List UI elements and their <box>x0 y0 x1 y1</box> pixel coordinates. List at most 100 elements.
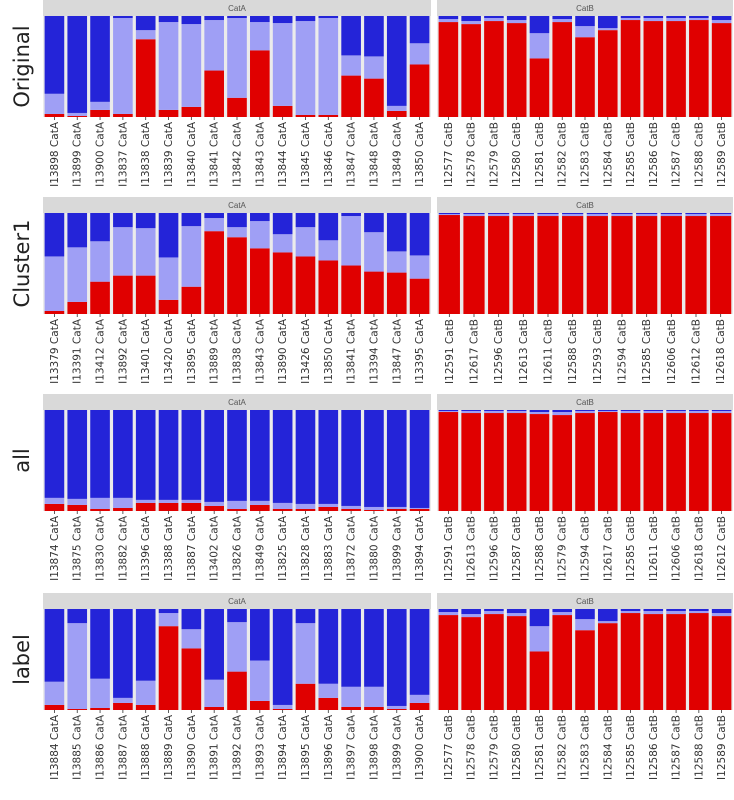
stacked-bar: I13898 CatA <box>44 16 65 187</box>
facet-row-label: label CatA I13884 CatA I13885 CatA I13886 Ca… <box>10 593 733 780</box>
bar-segment-red <box>364 509 384 511</box>
bar-segment-blue <box>181 410 202 500</box>
bar-segment-blue <box>295 410 316 504</box>
x-tick-label: I12588 CatB <box>693 715 705 780</box>
x-tick-label: I13844 CatA <box>277 121 289 187</box>
stacked-bar: I13892 CatA <box>227 609 247 780</box>
x-tick-label: I12580 CatB <box>511 122 523 187</box>
bar-segment-red <box>341 706 361 710</box>
bar-segment-red <box>484 614 504 710</box>
bar-segment-light <box>44 681 65 705</box>
bar-segment-red <box>341 75 361 117</box>
bar-segment-blue <box>666 16 686 19</box>
bar-segment-light <box>409 255 430 279</box>
bar-segment-light <box>552 19 573 23</box>
bar-segment-light <box>44 93 65 114</box>
stacked-bar: I13843 CatA <box>250 16 270 187</box>
bar-segment-blue <box>44 410 65 498</box>
bar-segment-red <box>575 630 595 710</box>
bar-segment-red <box>386 272 407 314</box>
x-tick-label: I13886 CatA <box>95 714 107 780</box>
stacked-bar: I12589 CatB <box>711 16 732 187</box>
bar-segment-light <box>227 622 247 672</box>
bar-segment-blue <box>597 410 618 412</box>
stacked-bar: I12584 CatB <box>597 16 618 187</box>
bar-segment-blue <box>158 213 179 258</box>
stacked-bar: I13897 CatA <box>341 609 361 780</box>
x-tick-label: I12579 CatB <box>557 516 569 581</box>
bar-segment-light <box>364 686 384 707</box>
bar-segment-light <box>575 411 595 414</box>
facet-strip <box>437 593 733 609</box>
bar-segment-light <box>341 686 361 707</box>
bar-segment-light <box>67 498 88 505</box>
bar-segment-light <box>620 411 641 414</box>
bar-segment-blue <box>461 410 481 412</box>
bar-segment-light <box>586 214 608 217</box>
bar-segment-blue <box>643 609 664 612</box>
bar-segment-red <box>461 24 481 117</box>
bar-segment-blue <box>438 609 459 613</box>
bar-segment-blue <box>636 213 658 215</box>
bar-segment-light <box>158 613 179 627</box>
bar-segment-red <box>158 502 179 511</box>
bar-segment-blue <box>227 16 247 19</box>
x-tick-label: I13895 CatA <box>300 714 312 780</box>
stacked-bar: I12611 CatB <box>537 213 559 384</box>
bar-segment-red <box>272 105 293 117</box>
x-tick-label: I13885 CatA <box>72 714 84 780</box>
bar-segment-red <box>250 50 270 118</box>
x-tick-label: I13888 CatA <box>140 714 152 780</box>
bar-segment-red <box>537 216 559 314</box>
facet-strip <box>437 0 733 16</box>
bar-segment-blue <box>341 213 361 217</box>
bar-segment-blue <box>666 609 686 612</box>
bar-segment-blue <box>295 609 316 624</box>
x-tick-label: I13889 CatA <box>163 714 175 780</box>
bar-segment-red <box>67 301 88 314</box>
x-tick-label: I12578 CatB <box>466 122 478 187</box>
x-tick-label: I13895 CatA <box>186 318 198 384</box>
bar-segment-light <box>597 621 618 624</box>
x-tick-label: I13396 CatA <box>140 515 152 581</box>
stacked-bar: I12606 CatB <box>660 213 682 384</box>
bar-segment-blue <box>204 410 224 502</box>
stacked-bar: I13828 CatA <box>295 410 316 581</box>
bar-segment-blue <box>44 16 65 94</box>
stacked-bar: I13894 CatA <box>272 609 293 780</box>
x-tick-label: I13884 CatA <box>49 714 61 780</box>
bar-segment-light <box>611 214 633 217</box>
bar-segment-blue <box>529 16 550 34</box>
bar-segment-blue <box>250 609 270 661</box>
bar-segment-light <box>113 697 133 703</box>
x-tick-label: I13887 CatA <box>186 515 198 581</box>
facet-strip <box>43 0 431 16</box>
x-tick-label: I13882 CatA <box>117 515 129 581</box>
stacked-bar: I13849 CatA <box>250 410 270 581</box>
bar-segment-blue <box>620 16 641 19</box>
bar-segment-light <box>461 411 481 414</box>
bar-segment-red <box>364 706 384 710</box>
bar-segment-blue <box>113 609 133 698</box>
x-tick-label: I12583 CatB <box>580 715 592 780</box>
x-tick-label: I13894 CatA <box>414 515 426 581</box>
stacked-bar: I13841 CatA <box>341 213 361 384</box>
row-label: Cluster1 <box>10 220 34 308</box>
x-tick-label: I12577 CatB <box>443 122 455 187</box>
x-tick-label: I12611 CatB <box>543 319 555 384</box>
x-tick-label: I12578 CatB <box>466 715 478 780</box>
bar-segment-red <box>250 700 270 710</box>
bar-segment-light <box>318 240 339 261</box>
stacked-bar: I13895 CatA <box>181 213 202 384</box>
bar-segment-light <box>438 612 459 616</box>
bar-segment-light <box>67 112 88 116</box>
x-tick-label: I12613 CatB <box>466 516 478 581</box>
facet-cata: CatA I13874 CatA I13875 CatA I13830 CatA I13… <box>43 394 431 581</box>
bar-segment-red <box>181 286 202 314</box>
bar-segment-light <box>250 221 270 249</box>
x-tick-label: I12584 CatB <box>602 122 614 187</box>
x-tick-label: I12588 CatB <box>567 319 579 384</box>
x-tick-label: I13379 CatA <box>49 318 61 384</box>
bar-segment-blue <box>438 213 460 215</box>
stacked-bar: I13394 CatA <box>364 213 384 384</box>
